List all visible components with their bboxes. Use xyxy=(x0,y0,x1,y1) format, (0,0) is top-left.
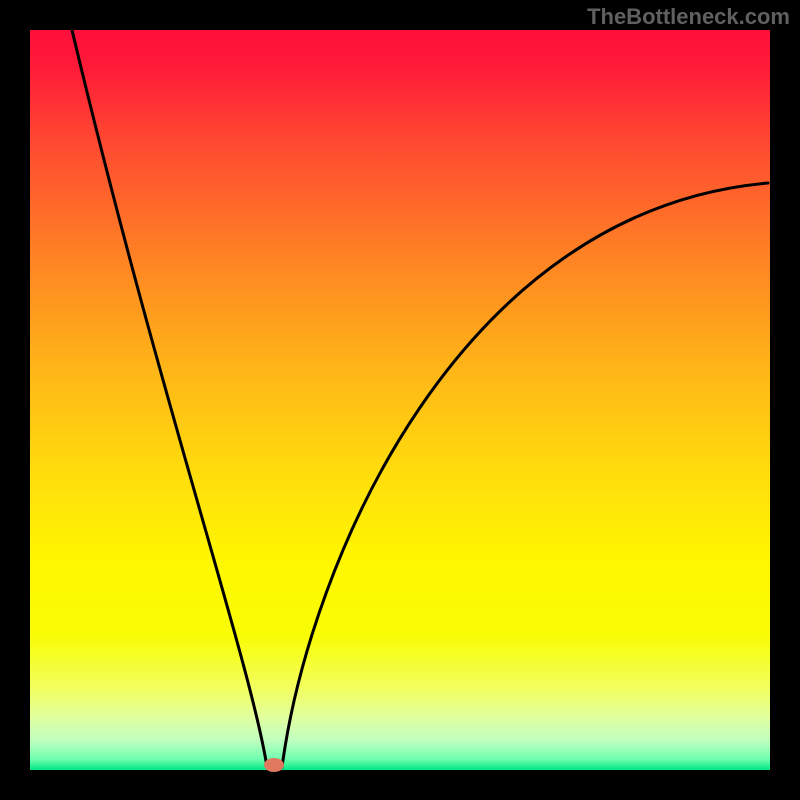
chart-plot xyxy=(0,0,800,800)
watermark-text: TheBottleneck.com xyxy=(587,4,790,30)
image-root: TheBottleneck.com xyxy=(0,0,800,800)
gradient-background xyxy=(30,30,770,770)
valley-marker xyxy=(264,758,284,772)
